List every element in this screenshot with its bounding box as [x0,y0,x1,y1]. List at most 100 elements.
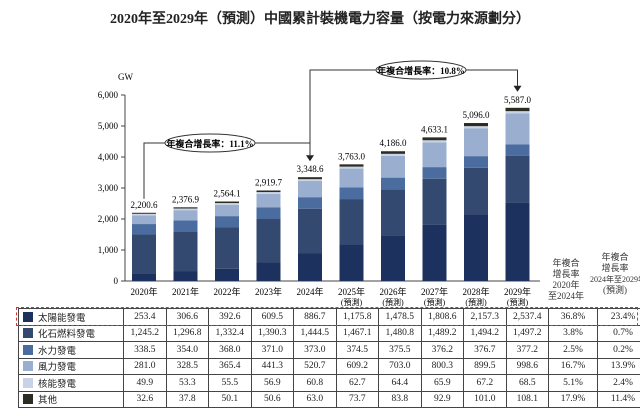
value-cell: 998.6 [505,357,549,375]
cagr-cell: 0.2% [597,341,640,359]
legend-cell: 化石燃料發電 [18,324,124,342]
legend-cell: 太陽能發電 [18,308,124,326]
value-cell: 2,157.3 [463,308,507,326]
value-cell: 64.4 [378,374,422,392]
total-label: 3,763.0 [338,151,366,161]
bar-segment-4 [298,179,322,182]
value-cell: 338.5 [123,341,167,359]
bar-segment-1 [173,231,198,272]
y-tick-label: 4,000 [98,152,119,162]
value-cell: 703.0 [378,357,422,375]
bar-segment-3 [505,113,530,145]
value-cell: 1,175.8 [335,308,379,326]
value-cell: 108.1 [505,390,549,408]
y-axis-label: GW [118,72,133,82]
value-cell: 1,480.8 [378,324,422,342]
bar-segment-1 [422,178,447,225]
cagr-header-line: (預測) [603,285,627,295]
bar-segment-5 [339,164,364,167]
x-tick-sublabel: (預測) [382,297,404,307]
y-tick-label: 1,000 [98,245,119,255]
x-tick-label: 2021年 [172,286,199,297]
cagr-cell: 13.9% [597,357,640,375]
value-cell: 1,808.6 [420,308,464,326]
value-cell: 73.7 [335,390,379,408]
bar-segment-1 [256,219,281,263]
value-cell: 441.3 [250,357,294,375]
bar-segment-4 [381,153,405,156]
bar-segment-5 [132,212,156,214]
value-cell: 800.3 [420,357,464,375]
cagr-cell: 2.5% [548,341,598,359]
table-row: 核能發電 49.9 53.3 55.5 56.9 60.8 62.7 64.4 65.9 67.2… [18,374,640,392]
cagr-cell: 3.8% [548,324,598,342]
bar-segment-0 [464,214,488,281]
bar-segment-3 [256,193,281,208]
value-cell: 376.7 [463,341,507,359]
cagr-cell: 17.9% [548,390,598,408]
bar-segment-0 [381,235,405,281]
bar-segment-3 [215,204,239,217]
bar-segment-4 [132,213,156,216]
y-tick-label: 5,000 [98,121,119,131]
legend-cell: 水力發電 [18,341,124,359]
bar-segment-5 [256,190,281,193]
value-cell: 50.6 [250,390,294,408]
bar-segment-4 [339,166,364,169]
cagr-cell: 23.4% [597,308,640,326]
bar-segment-4 [215,203,239,205]
value-cell: 886.7 [293,308,337,326]
value-cell: 368.0 [208,341,252,359]
value-cell: 1,296.8 [165,324,209,342]
bar-segment-3 [464,128,488,157]
bar-segment-2 [505,144,530,156]
x-tick-sublabel: (預測) [341,297,363,307]
cagr-cell: 11.4% [597,390,640,408]
series-name: 其他 [38,396,58,407]
x-tick-label: 2028年 [462,286,489,297]
value-cell: 306.6 [165,308,209,326]
legend-swatch-icon [23,361,33,372]
value-cell: 1,497.2 [505,324,549,342]
cagr-cell: 36.8% [548,308,598,326]
value-cell: 371.0 [250,341,294,359]
value-cell: 375.5 [378,341,422,359]
bar-segment-3 [339,168,364,188]
value-cell: 67.2 [463,374,507,392]
value-cell: 373.0 [293,341,337,359]
bar-segment-0 [505,202,530,281]
bar-segment-0 [298,253,322,281]
cagr-header-line: 2020年 [552,280,580,290]
bar-segment-3 [422,142,447,168]
x-tick-sublabel: (預測) [424,297,446,307]
value-cell: 1,467.1 [335,324,379,342]
value-cell: 1,332.4 [208,324,252,342]
bar-segment-1 [505,155,530,203]
value-cell: 1,494.2 [463,324,507,342]
value-cell: 1,489.2 [420,324,464,342]
cagr-badge-2 [375,60,467,80]
bar-segment-2 [173,220,198,232]
bar-segment-5 [173,207,198,209]
total-label: 2,564.1 [214,189,241,199]
value-cell: 62.7 [335,374,379,392]
bar-segment-2 [132,224,156,235]
legend-swatch-icon [23,377,33,388]
series-name: 水力發電 [38,346,77,357]
value-cell: 609.2 [335,357,379,375]
value-cell: 92.9 [420,390,464,408]
legend-swatch-icon [23,394,33,405]
value-cell: 377.2 [505,341,549,359]
value-cell: 1,245.2 [123,324,167,342]
bar-segment-1 [132,234,156,274]
cagr-cell: 5.1% [548,374,598,392]
bar-segment-3 [173,210,198,221]
value-cell: 50.1 [208,390,252,408]
cagr-header-1: 年複合 增長率 2020年 至2024年 [542,258,590,302]
y-tick-label: 0 [114,276,119,286]
x-tick-label: 2026年 [379,286,406,297]
bar-segment-2 [298,197,322,209]
bar-segment-5 [422,137,447,141]
value-cell: 60.8 [293,374,337,392]
value-cell: 253.4 [123,308,167,326]
